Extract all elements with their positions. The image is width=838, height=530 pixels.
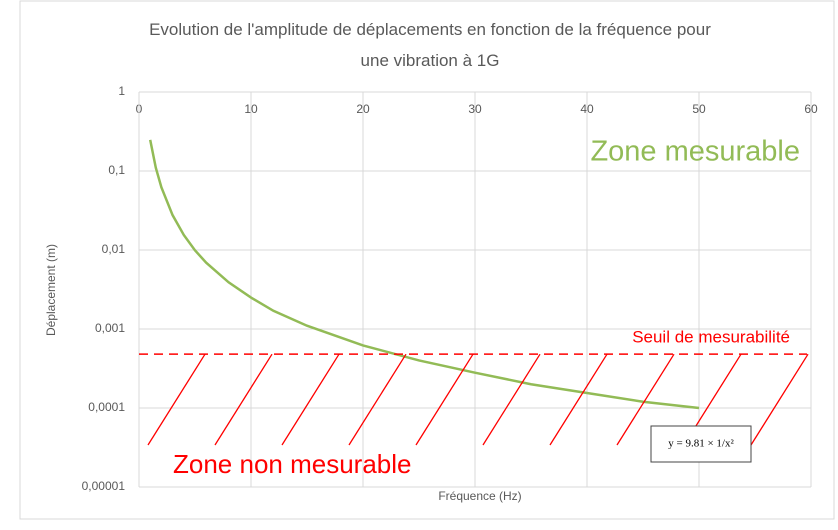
formula-box	[650, 425, 752, 463]
hatch	[616, 353, 675, 446]
formula: y = 9.81 × 1/x²	[668, 438, 734, 450]
hatch	[147, 353, 206, 446]
y-tick-label: 0,0001	[88, 400, 125, 414]
y-tick-label: 0,01	[102, 242, 126, 256]
y-axis-title: Déplacement (m)	[44, 244, 58, 336]
hatch	[750, 353, 809, 446]
lower-zone-label: Zone non mesurable	[173, 449, 411, 479]
upper-zone-label: Zone mesurable	[590, 136, 800, 168]
y-tick-label: 1	[118, 84, 125, 98]
hatch	[415, 353, 474, 446]
hatch	[214, 353, 273, 446]
y-tick-label: 0,001	[95, 321, 125, 335]
chart-title: Evolution de l'amplitude de déplacements…	[149, 20, 711, 70]
x-axis-title: Fréquence (Hz)	[438, 489, 521, 503]
hatch	[549, 353, 608, 446]
y-tick-label: 0,00001	[82, 479, 126, 493]
threshold-label: Seuil de mesurabilité	[632, 328, 790, 347]
hatch	[348, 353, 407, 446]
hatch	[482, 353, 541, 446]
y-tick-label: 0,1	[108, 163, 125, 177]
data-line	[148, 139, 700, 410]
hatch	[281, 353, 340, 446]
